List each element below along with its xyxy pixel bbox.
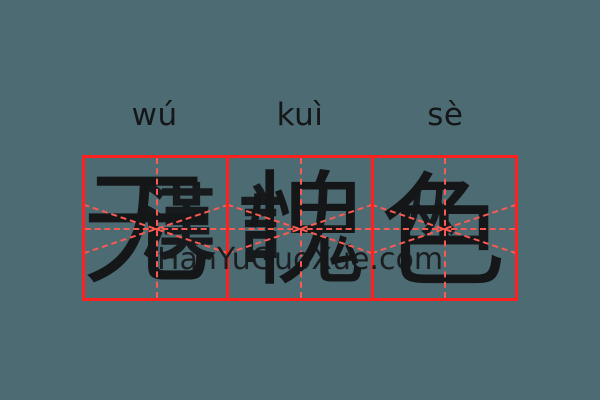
character-grid: 无 漢 愧 訁 色 丛 bbox=[82, 155, 518, 301]
character-glyph-overlay-1: 漢 bbox=[140, 176, 216, 272]
character-glyph-overlay-2: 訁 bbox=[239, 177, 313, 275]
character-glyph-2: 愧 bbox=[245, 159, 367, 298]
pinyin-row: wú kuì sè bbox=[82, 92, 518, 138]
pinyin-cell-2: kuì bbox=[227, 92, 372, 138]
pinyin-label-3: sè bbox=[427, 96, 464, 133]
pinyin-label-2: kuì bbox=[276, 96, 324, 133]
character-cell-3[interactable]: 色 丛 bbox=[370, 158, 515, 298]
pinyin-label-1: wú bbox=[131, 96, 178, 133]
character-glyph-overlay-3: 丛 bbox=[399, 182, 458, 253]
character-cell-1[interactable]: 无 漢 bbox=[85, 158, 227, 298]
character-glyph-3: 色 bbox=[379, 160, 506, 298]
glyph-stack-3: 色 丛 bbox=[374, 158, 515, 298]
pinyin-cell-3: sè bbox=[373, 92, 518, 138]
glyph-stack-1: 无 漢 bbox=[85, 158, 226, 298]
character-glyph-1: 无 bbox=[85, 158, 212, 298]
pinyin-cell-1: wú bbox=[82, 92, 227, 138]
glyph-stack-2: 愧 訁 bbox=[229, 158, 370, 298]
character-cell-2[interactable]: 愧 訁 bbox=[226, 158, 371, 298]
